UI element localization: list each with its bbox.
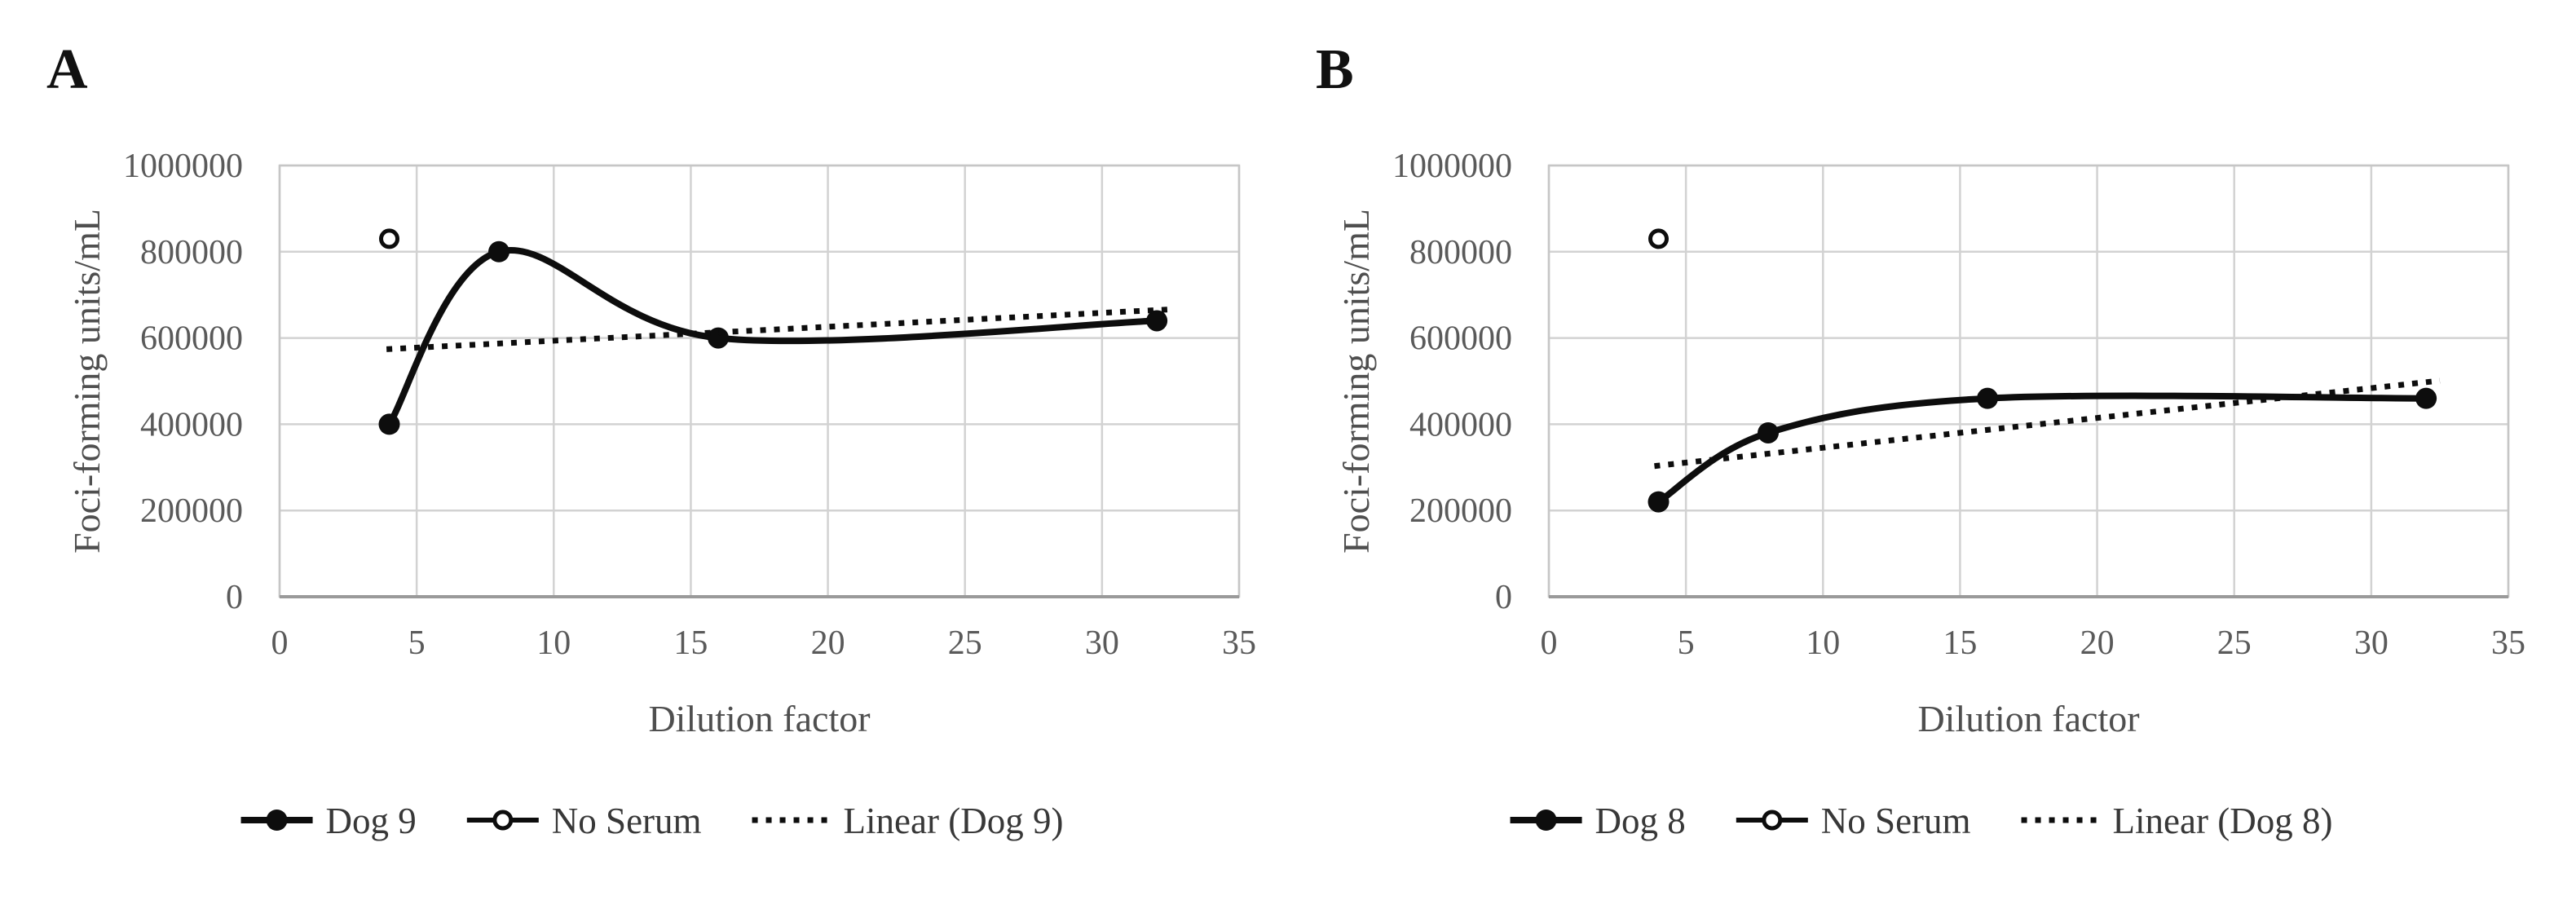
dog-8-point [1758,421,1780,443]
legend-open-circle-icon [1762,810,1783,831]
y-tick-label: 0 [226,579,243,616]
x-tick-label: 30 [2354,624,2389,662]
dog-8-point [2415,387,2437,409]
x-tick-label: 5 [408,624,426,662]
y-tick-label: 200000 [140,492,243,530]
y-axis-title: Foci-forming units/mL [66,209,108,554]
x-tick-label: 15 [673,624,708,662]
x-tick-label: 25 [2217,624,2252,662]
legend-label-linear-dog-8: Linear (Dog 8) [2113,801,2333,841]
dog-9-point [1146,310,1168,332]
x-tick-label: 25 [948,624,982,662]
dog-9-point [708,327,730,349]
dog-8-curve [1655,392,2430,505]
legend-label-no-serum: No Serum [1821,801,1971,841]
panel-label-b: B [1316,38,1354,101]
x-tick-label: 20 [2080,624,2115,662]
y-tick-label: 1000000 [1392,148,1512,185]
dog-8-point [1647,491,1670,513]
no-serum-point [379,228,400,249]
plot-border [1547,164,2510,598]
legend-label-dog-8: Dog 8 [1595,801,1686,841]
x-tick-label: 35 [1222,624,1256,662]
legend-label-dog-9: Dog 9 [326,801,417,841]
panel-label-a: A [46,38,88,101]
legend-item-linear-dog-8: Linear (Dog 8) [2021,801,2333,841]
legend-panel-b: Dog 8 No Serum Linear (Dog 8) [1510,801,2333,841]
y-tick-label: 600000 [1409,320,1512,358]
x-tick-label: 10 [536,624,571,662]
y-tick-label: 400000 [1409,406,1512,443]
x-tick-label: 10 [1806,624,1840,662]
y-tick-label: 200000 [1409,492,1512,530]
x-tick-label: 0 [1541,624,1558,662]
y-tick-label: 0 [1495,579,1512,616]
dog-8-point [1977,387,1999,409]
y-tick-label: 800000 [140,234,243,271]
dog-9-point [488,240,510,262]
plot-border [278,164,1241,598]
legend-filled-circle-icon [1535,810,1557,831]
legend-item-no-serum: No Serum [1736,801,1971,841]
legend-label-linear-dog-9: Linear (Dog 9) [844,801,1064,841]
legend-open-circle-icon [492,810,514,831]
legend-item-no-serum: No Serum [466,801,702,841]
legend-filled-circle-icon [266,810,288,831]
dog-9-curve [386,247,1161,428]
x-tick-label: 35 [2491,624,2525,662]
y-tick-label: 600000 [140,320,243,358]
legend-panel-a: Dog 9 No Serum Linear (Dog 9) [240,801,1064,841]
x-tick-label: 5 [1678,624,1695,662]
dog-9-point [378,413,400,435]
x-tick-label: 0 [271,624,289,662]
x-axis-title: Dilution factor [1917,698,2139,739]
y-tick-label: 400000 [140,406,243,443]
no-serum-point [1648,228,1670,249]
x-tick-label: 20 [811,624,845,662]
legend-item-dog-8: Dog 8 [1510,801,1686,841]
y-axis-title: Foci-forming units/mL [1335,209,1377,554]
x-tick-label: 30 [1085,624,1119,662]
x-tick-label: 15 [1943,624,1977,662]
linear-dog-9-trendline [386,307,1168,352]
legend-label-no-serum: No Serum [552,801,702,841]
legend-item-dog-9: Dog 9 [240,801,417,841]
x-axis-title: Dilution factor [648,698,870,739]
y-tick-label: 1000000 [123,148,243,185]
panel-b: B 0 200000 400000 600000 800000 1000000 0 5 10 15 2… [1316,38,2525,841]
panel-a: A 0 200000 400000 600000 800000 1000000 0 5 10 15 2… [46,38,1256,841]
y-tick-label: 800000 [1409,234,1512,271]
legend-item-linear-dog-9: Linear (Dog 9) [752,801,1064,841]
